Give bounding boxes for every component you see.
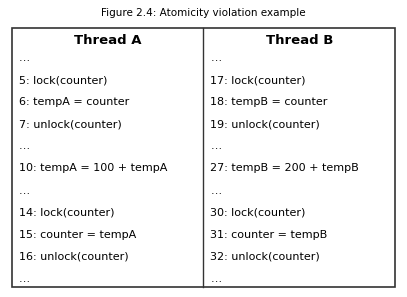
Text: …: … xyxy=(19,186,30,196)
Bar xyxy=(12,28,395,287)
Text: 15: counter = tempA: 15: counter = tempA xyxy=(19,230,136,240)
Text: Thread B: Thread B xyxy=(265,34,333,47)
Text: 10: tempA = 100 + tempA: 10: tempA = 100 + tempA xyxy=(19,164,167,173)
Text: Thread A: Thread A xyxy=(74,34,142,47)
Text: …: … xyxy=(19,141,30,151)
Text: …: … xyxy=(210,274,222,284)
Text: …: … xyxy=(19,274,30,284)
Text: …: … xyxy=(19,53,30,63)
Text: …: … xyxy=(210,141,222,151)
Text: …: … xyxy=(210,186,222,196)
Text: 6: tempA = counter: 6: tempA = counter xyxy=(19,97,129,107)
Text: 27: tempB = 200 + tempB: 27: tempB = 200 + tempB xyxy=(210,164,359,173)
Text: 18: tempB = counter: 18: tempB = counter xyxy=(210,97,328,107)
Text: 30: lock(counter): 30: lock(counter) xyxy=(210,208,306,218)
Text: Figure 2.4: Atomicity violation example: Figure 2.4: Atomicity violation example xyxy=(101,8,306,18)
Text: 32: unlock(counter): 32: unlock(counter) xyxy=(210,252,320,262)
Text: 31: counter = tempB: 31: counter = tempB xyxy=(210,230,328,240)
Text: 16: unlock(counter): 16: unlock(counter) xyxy=(19,252,129,262)
Text: 19: unlock(counter): 19: unlock(counter) xyxy=(210,119,320,129)
Text: 17: lock(counter): 17: lock(counter) xyxy=(210,75,306,85)
Text: 7: unlock(counter): 7: unlock(counter) xyxy=(19,119,122,129)
Text: 5: lock(counter): 5: lock(counter) xyxy=(19,75,107,85)
Text: 14: lock(counter): 14: lock(counter) xyxy=(19,208,114,218)
Text: …: … xyxy=(210,53,222,63)
